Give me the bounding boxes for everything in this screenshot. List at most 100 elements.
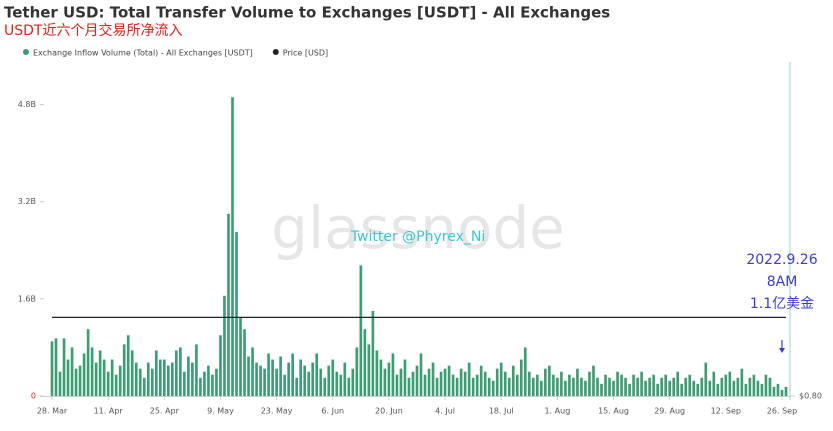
y2-tick-label: $0.80 (799, 392, 822, 401)
bar (728, 371, 732, 396)
bar (199, 377, 202, 396)
bar (712, 371, 716, 396)
bar (756, 380, 760, 396)
annotation: 1.1亿美金 (750, 296, 814, 312)
bar (616, 371, 619, 396)
bar (535, 374, 539, 396)
bar (628, 383, 631, 396)
bar (211, 374, 214, 396)
x-tick-label: 18. Jul (489, 407, 514, 416)
bar (395, 374, 399, 396)
bar (644, 380, 647, 396)
bar (179, 347, 182, 396)
bar (772, 386, 776, 396)
bar (327, 365, 331, 396)
bar (483, 371, 487, 396)
bar (720, 377, 724, 396)
bar (596, 377, 599, 396)
bar (227, 213, 230, 396)
bar (343, 362, 347, 396)
bar (776, 383, 780, 396)
bar (548, 365, 551, 396)
bar (203, 371, 206, 396)
bar (110, 359, 114, 396)
bar (427, 368, 431, 396)
bar (556, 377, 559, 396)
bar (255, 362, 258, 396)
bar (564, 380, 567, 396)
bar (443, 368, 447, 396)
legend-label: Exchange Inflow Volume (Total) - All Exc… (33, 49, 253, 58)
bar (652, 374, 655, 396)
bar (235, 232, 238, 396)
bar (568, 374, 571, 396)
bar (219, 335, 222, 396)
bar (347, 377, 351, 396)
bar (640, 371, 643, 396)
bar (780, 389, 784, 396)
bar (531, 377, 535, 396)
bar (86, 329, 90, 396)
bar (680, 383, 684, 396)
bar (70, 347, 74, 396)
x-tick-label: 29. Aug (654, 407, 685, 416)
bar (243, 329, 246, 396)
bar (74, 368, 78, 396)
bar (612, 380, 615, 396)
bar (692, 380, 696, 396)
bar (600, 383, 603, 396)
annotation: 2022.9.26 (746, 252, 817, 268)
bar (732, 380, 736, 396)
bar (572, 377, 575, 396)
bar (299, 359, 303, 396)
bar (58, 371, 62, 396)
bar (672, 377, 676, 396)
x-tick-label: 25. Apr (150, 407, 180, 416)
y-tick-label: 1.6B (18, 294, 36, 303)
bar (351, 368, 355, 396)
bar (592, 365, 595, 396)
bar (319, 368, 323, 396)
bar (291, 353, 294, 396)
bar (391, 353, 395, 396)
bar (106, 371, 110, 396)
bar (604, 374, 607, 396)
bar (560, 371, 563, 396)
chart-title: Tether USD: Total Transfer Volume to Exc… (4, 4, 610, 22)
bar (267, 353, 270, 396)
bar (455, 377, 459, 396)
bar (495, 368, 499, 396)
bar (463, 371, 467, 396)
bar (760, 383, 764, 396)
bar (688, 374, 692, 396)
bar (50, 341, 54, 396)
bar (664, 374, 667, 396)
annotation: Twitter @Phyrex_Ni (350, 229, 485, 245)
bar (540, 380, 543, 396)
bar (383, 368, 387, 396)
bar (66, 359, 70, 396)
bar (660, 377, 663, 396)
bar (764, 374, 768, 396)
bar (82, 353, 86, 396)
bar (648, 377, 651, 396)
bar (207, 365, 210, 396)
bar (744, 383, 748, 396)
y-tick-label: 3.2B (18, 197, 36, 206)
bar (231, 97, 234, 397)
bar (768, 377, 772, 396)
bar (363, 329, 367, 396)
bar (423, 374, 427, 396)
bar (511, 365, 515, 396)
bar (431, 362, 435, 396)
bar (411, 371, 415, 396)
x-tick-label: 4. Jul (435, 407, 455, 416)
bar (171, 362, 174, 396)
bar (162, 359, 166, 396)
bar (636, 377, 639, 396)
bar (311, 362, 315, 396)
bar (307, 371, 311, 396)
bar (624, 377, 627, 396)
y-tick-label: 4.8B (18, 100, 36, 109)
bar (122, 344, 126, 396)
